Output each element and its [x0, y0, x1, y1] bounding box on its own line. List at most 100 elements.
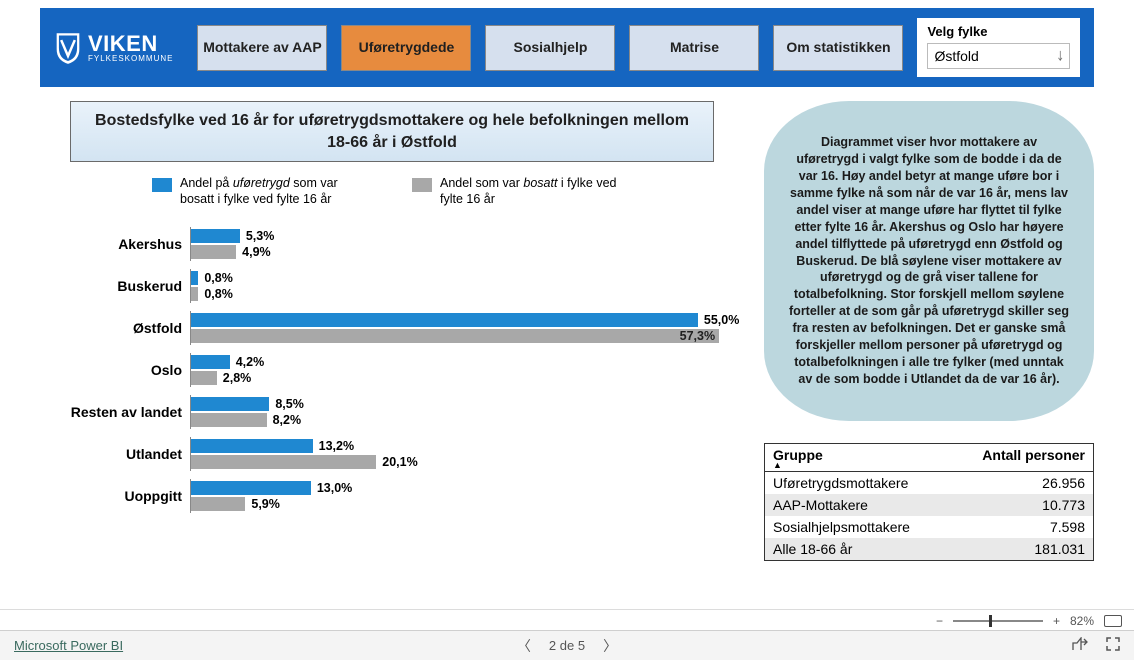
brand-subtitle: FYLKESKOMMUNE	[88, 55, 173, 63]
chart-legend: Andel på uføretrygd som var bosatt i fyl…	[40, 176, 744, 207]
fylke-dropdown[interactable]: Østfold ￬	[927, 43, 1070, 69]
chart-row: Akershus5,3%4,9%	[50, 227, 744, 261]
table-header: Gruppe ▲ Antall personer	[765, 444, 1093, 472]
zoom-value: 82%	[1070, 614, 1094, 628]
chart-row: Buskerud 0,8% 0,8%	[50, 269, 744, 303]
bar-grey[interactable]	[191, 287, 198, 301]
bar-grey-value: 5,9%	[251, 497, 280, 511]
summary-table: Gruppe ▲ Antall personer Uføretrygdsmott…	[764, 443, 1094, 561]
sort-asc-icon: ▲	[773, 463, 965, 468]
chart-title: Bostedsfylke ved 16 år for uføretrygdsmo…	[70, 101, 714, 162]
bar-grey-value: 20,1%	[382, 455, 417, 469]
bar-grey[interactable]	[191, 413, 267, 427]
bar-blue-value: 13,2%	[319, 439, 354, 453]
legend-text: Andel på uføretrygd som var bosatt i fyl…	[180, 176, 372, 207]
bar-blue[interactable]	[191, 439, 313, 453]
bar-blue[interactable]	[191, 229, 240, 243]
fylke-selector: Velg fylke Østfold ￬	[917, 18, 1080, 77]
bar-grey[interactable]	[191, 455, 376, 469]
cell-group: Uføretrygdsmottakere	[765, 472, 973, 494]
fit-to-page-icon[interactable]	[1104, 615, 1122, 627]
zoom-out-button[interactable]: −	[936, 614, 943, 628]
nav-tab-2[interactable]: Sosialhjelp	[485, 25, 615, 71]
zoom-controls: − + 82%	[936, 614, 1122, 628]
zoom-in-button[interactable]: +	[1053, 614, 1060, 628]
page-navigator: 〈 2 de 5 〉	[517, 636, 617, 656]
nav-tab-1[interactable]: Uføretrygdede	[341, 25, 471, 71]
legend-item-1: Andel som var bosatt i fylke ved fylte 1…	[412, 176, 632, 207]
nav-tabs: Mottakere av AAP Uføretrygdede Sosialhjelp…	[197, 25, 903, 71]
bar-grey[interactable]: 57,3%	[191, 329, 719, 343]
bar-blue-value: 8,5%	[275, 397, 304, 411]
chart-row: Østfold 55,0% 57,3%	[50, 311, 744, 345]
info-bubble: Diagrammet viser hvor mottakere av uføre…	[764, 101, 1094, 421]
nav-tab-4[interactable]: Om statistikken	[773, 25, 903, 71]
bar-blue-value: 55,0%	[704, 313, 739, 327]
bar-blue[interactable]	[191, 355, 230, 369]
powerbi-link[interactable]: Microsoft Power BI	[14, 638, 123, 653]
main-content: Bostedsfylke ved 16 år for uføretrygdsmo…	[0, 87, 1134, 561]
bar-grey[interactable]	[191, 371, 217, 385]
chevron-down-icon: ￬	[1058, 48, 1064, 64]
chart-row-label: Akershus	[50, 236, 190, 252]
table-row[interactable]: Sosialhjelpsmottakere7.598	[765, 516, 1093, 538]
bar-blue-value: 0,8%	[204, 271, 233, 285]
cell-count: 10.773	[973, 494, 1093, 516]
shield-icon	[54, 31, 82, 65]
chart-row-label: Buskerud	[50, 278, 190, 294]
side-panel: Diagrammet viser hvor mottakere av uføre…	[764, 101, 1094, 561]
bar-grey-value: 2,8%	[223, 371, 252, 385]
chart-row-label: Oslo	[50, 362, 190, 378]
chart-row-bars: 4,2% 2,8%	[190, 353, 744, 387]
bar-grey-value: 57,3%	[680, 329, 715, 343]
bar-grey-value: 0,8%	[204, 287, 233, 301]
share-icon[interactable]	[1072, 637, 1088, 654]
cell-group: AAP-Mottakere	[765, 494, 973, 516]
bar-blue[interactable]	[191, 397, 269, 411]
zoom-slider-thumb[interactable]	[989, 615, 992, 627]
chart-row-label: Østfold	[50, 320, 190, 336]
fullscreen-icon[interactable]	[1106, 637, 1120, 654]
bar-grey-value: 8,2%	[273, 413, 302, 427]
prev-page-button[interactable]: 〈	[517, 636, 531, 656]
cell-group: Sosialhjelpsmottakere	[765, 516, 973, 538]
bar-blue[interactable]	[191, 271, 198, 285]
table-row[interactable]: AAP-Mottakere10.773	[765, 494, 1093, 516]
table-row[interactable]: Alle 18-66 år181.031	[765, 538, 1093, 560]
bar-grey[interactable]	[191, 245, 236, 259]
status-bar: Microsoft Power BI 〈 2 de 5 〉	[0, 630, 1134, 660]
cell-group: Alle 18-66 år	[765, 538, 973, 560]
bar-blue-value: 4,2%	[236, 355, 265, 369]
chart-row-bars: 55,0% 57,3%	[190, 311, 744, 345]
chart-row-bars: 0,8% 0,8%	[190, 269, 744, 303]
legend-swatch	[412, 178, 432, 192]
col-gruppe[interactable]: Gruppe ▲	[765, 444, 973, 471]
nav-tab-3[interactable]: Matrise	[629, 25, 759, 71]
zoom-slider[interactable]	[953, 620, 1043, 622]
bar-blue[interactable]	[191, 481, 311, 495]
chart-row: Oslo 4,2% 2,8%	[50, 353, 744, 387]
next-page-button[interactable]: 〉	[603, 636, 617, 656]
bar-grey[interactable]	[191, 497, 245, 511]
bar-chart: Akershus5,3%4,9%Buskerud0,8%0,8%Østfold5…	[40, 227, 744, 513]
chart-row-label: Utlandet	[50, 446, 190, 462]
chart-row: Uoppgitt13,0%5,9%	[50, 479, 744, 513]
legend-swatch	[152, 178, 172, 192]
top-nav: VIKEN FYLKESKOMMUNE Mottakere av AAP Ufør…	[40, 8, 1094, 87]
legend-item-0: Andel på uføretrygd som var bosatt i fyl…	[152, 176, 372, 207]
chart-row-bars: 13,0%5,9%	[190, 479, 744, 513]
chart-row: Utlandet 13,2% 20,1%	[50, 437, 744, 471]
bar-blue[interactable]	[191, 313, 698, 327]
content-divider	[0, 609, 1134, 610]
fylke-value: Østfold	[934, 48, 978, 64]
table-row[interactable]: Uføretrygdsmottakere26.956	[765, 472, 1093, 494]
bar-blue-value: 5,3%	[246, 229, 275, 243]
nav-tab-0[interactable]: Mottakere av AAP	[197, 25, 327, 71]
chart-row-bars: 5,3%4,9%	[190, 227, 744, 261]
col-antall[interactable]: Antall personer	[973, 444, 1093, 471]
legend-text: Andel som var bosatt i fylke ved fylte 1…	[440, 176, 632, 207]
chart-row-label: Resten av landet	[50, 404, 190, 420]
brand-logo: VIKEN FYLKESKOMMUNE	[54, 31, 173, 65]
info-text: Diagrammet viser hvor mottakere av uføre…	[788, 134, 1070, 387]
chart-row-label: Uoppgitt	[50, 488, 190, 504]
